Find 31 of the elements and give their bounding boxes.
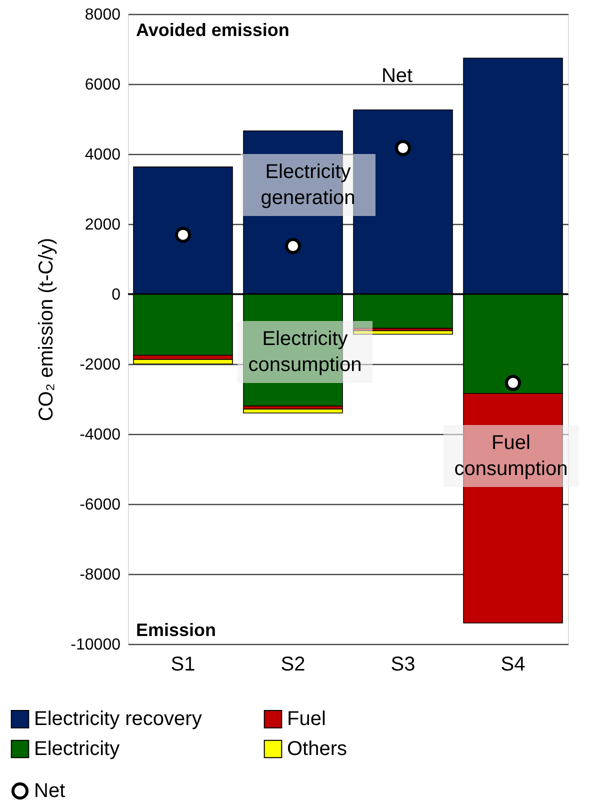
y-tick-label: 2000 [84, 216, 121, 234]
y-tick-label: 0 [112, 286, 121, 304]
y-axis-title: CO₂ emission (t-C/y) [36, 238, 58, 422]
annotation: Fuel consumption [454, 432, 568, 480]
annotation: Emission [136, 620, 216, 640]
y-tick-label: -10000 [70, 636, 121, 654]
bar [243, 408, 343, 414]
legend-label: Net [34, 780, 66, 802]
legend-label: Electricity recovery [34, 708, 202, 730]
y-tick-label: 4000 [84, 146, 121, 164]
annotation: Net [381, 65, 414, 87]
y-tick-label: -4000 [80, 426, 121, 444]
x-tick-label: S2 [280, 654, 306, 676]
y-tick-label: -6000 [80, 496, 121, 514]
point [174, 226, 192, 243]
legend-label: Electricity [34, 738, 120, 760]
bar [353, 330, 453, 335]
x-tick-label: S4 [500, 654, 526, 676]
legend-label: Fuel [287, 708, 326, 730]
y-tick-label: 6000 [84, 76, 121, 94]
x-tick-label: S3 [390, 654, 416, 676]
annotation: Avoided emission [136, 20, 290, 40]
point [394, 140, 412, 156]
legend-label: Others [287, 738, 348, 760]
x-tick-label: S1 [170, 654, 196, 676]
point [504, 374, 522, 391]
y-tick-label: 8000 [84, 6, 121, 24]
y-tick-label: -8000 [80, 566, 121, 584]
y-tick-label: -2000 [80, 356, 121, 374]
bar [133, 359, 233, 364]
point [284, 238, 302, 254]
